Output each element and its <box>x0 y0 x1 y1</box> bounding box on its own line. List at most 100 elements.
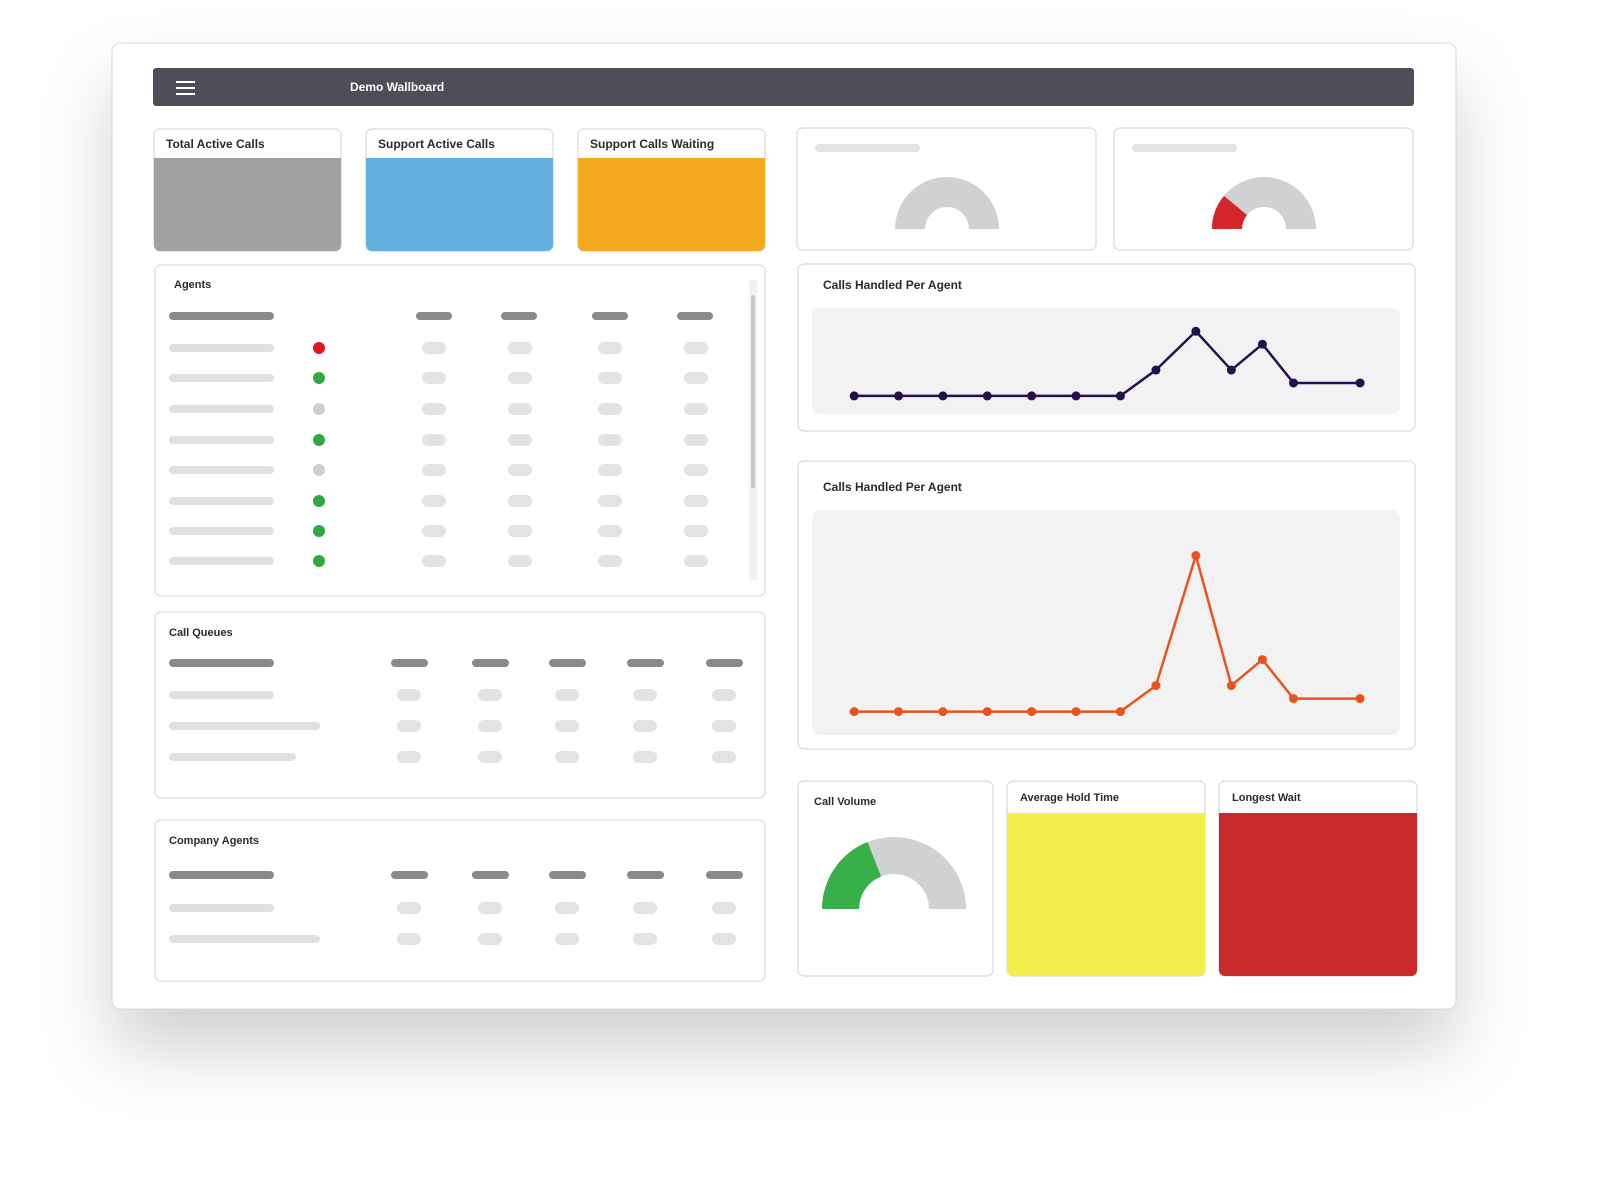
point <box>938 391 948 401</box>
table-panel <box>154 611 766 799</box>
point <box>894 391 904 401</box>
panel-title: Support Calls Waiting <box>590 137 714 151</box>
point <box>1027 707 1037 717</box>
placeholder <box>508 403 532 415</box>
column-header <box>627 659 664 667</box>
placeholder <box>684 525 708 537</box>
tile-fill <box>1007 813 1205 976</box>
plot-area <box>812 308 1400 414</box>
placeholder <box>684 372 708 384</box>
placeholder <box>712 751 736 763</box>
placeholder <box>684 495 708 507</box>
point <box>982 707 992 717</box>
point <box>1191 326 1201 336</box>
placeholder <box>169 557 274 565</box>
column-header <box>391 871 428 879</box>
placeholder <box>633 720 657 732</box>
tile-fill <box>1219 813 1417 976</box>
placeholder <box>684 434 708 446</box>
placeholder <box>169 753 296 761</box>
tile-fill <box>366 158 553 251</box>
point <box>938 707 948 717</box>
status-dot <box>313 555 325 567</box>
placeholder <box>712 689 736 701</box>
column-header <box>472 659 509 667</box>
placeholder <box>598 525 622 537</box>
placeholder <box>478 689 502 701</box>
point <box>894 707 904 717</box>
point <box>1151 365 1161 375</box>
placeholder <box>169 527 274 535</box>
placeholder <box>598 372 622 384</box>
placeholder <box>397 933 421 945</box>
point <box>1257 655 1267 665</box>
placeholder <box>422 525 446 537</box>
point <box>1115 707 1125 717</box>
placeholder <box>598 403 622 415</box>
gauge-value <box>822 842 882 909</box>
placeholder <box>169 436 274 444</box>
status-dot <box>313 495 325 507</box>
status-dot <box>313 372 325 384</box>
placeholder <box>555 902 579 914</box>
point <box>1027 391 1037 401</box>
point <box>1071 707 1081 717</box>
placeholder <box>598 555 622 567</box>
placeholder <box>555 720 579 732</box>
placeholder <box>508 495 532 507</box>
placeholder <box>422 434 446 446</box>
point <box>1355 378 1365 388</box>
placeholder <box>633 751 657 763</box>
placeholder <box>169 904 274 912</box>
header-title: Demo Wallboard <box>350 80 444 94</box>
placeholder <box>478 902 502 914</box>
column-header <box>677 312 713 320</box>
placeholder <box>169 466 274 474</box>
placeholder <box>555 751 579 763</box>
placeholder <box>712 720 736 732</box>
column-header <box>169 659 274 667</box>
column-header <box>549 871 586 879</box>
placeholder <box>598 464 622 476</box>
placeholder <box>555 933 579 945</box>
placeholder <box>422 495 446 507</box>
placeholder <box>397 751 421 763</box>
placeholder <box>422 372 446 384</box>
placeholder <box>684 464 708 476</box>
column-header <box>592 312 628 320</box>
column-header <box>501 312 537 320</box>
placeholder <box>169 405 274 413</box>
point <box>982 391 992 401</box>
point <box>1191 551 1201 561</box>
placeholder <box>684 555 708 567</box>
point <box>1115 391 1125 401</box>
placeholder <box>712 902 736 914</box>
placeholder <box>478 720 502 732</box>
placeholder <box>478 933 502 945</box>
column-header <box>169 871 274 879</box>
placeholder <box>169 722 320 730</box>
placeholder <box>633 902 657 914</box>
status-dot <box>313 525 325 537</box>
tile-fill <box>154 158 341 251</box>
placeholder <box>508 464 532 476</box>
gauge-value <box>1212 195 1248 229</box>
placeholder <box>815 144 920 152</box>
column-header <box>391 659 428 667</box>
panel-title: Calls Handled Per Agent <box>823 480 962 494</box>
status-dot <box>313 464 325 476</box>
panel-title: Total Active Calls <box>166 137 265 151</box>
placeholder <box>478 751 502 763</box>
menu-icon[interactable] <box>176 81 195 95</box>
placeholder <box>422 342 446 354</box>
point <box>1071 391 1081 401</box>
placeholder <box>598 495 622 507</box>
scrollbar-thumb <box>751 295 755 488</box>
header-bar <box>153 68 1414 106</box>
status-dot <box>313 434 325 446</box>
panel-title: Average Hold Time <box>1020 792 1119 804</box>
placeholder <box>633 933 657 945</box>
placeholder <box>422 464 446 476</box>
